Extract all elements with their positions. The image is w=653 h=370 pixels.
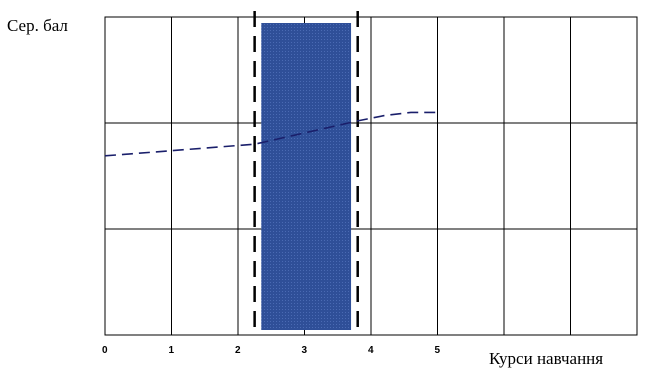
x-tick-labels: 0 1 2 3 4 5 xyxy=(102,345,441,356)
series-layer xyxy=(104,111,438,157)
x-tick-label: 4 xyxy=(368,345,374,356)
grid xyxy=(105,17,637,335)
x-tick-label: 3 xyxy=(302,345,308,356)
x-axis-title: Курси навчання xyxy=(489,349,603,368)
series-line xyxy=(104,111,438,157)
x-tick-label: 0 xyxy=(102,345,108,356)
x-tick-label: 5 xyxy=(435,345,441,356)
y-axis-title: Сер. бал xyxy=(7,16,68,35)
x-tick-label: 2 xyxy=(235,345,241,356)
highlight-band xyxy=(261,23,352,330)
x-tick-label: 1 xyxy=(169,345,175,356)
